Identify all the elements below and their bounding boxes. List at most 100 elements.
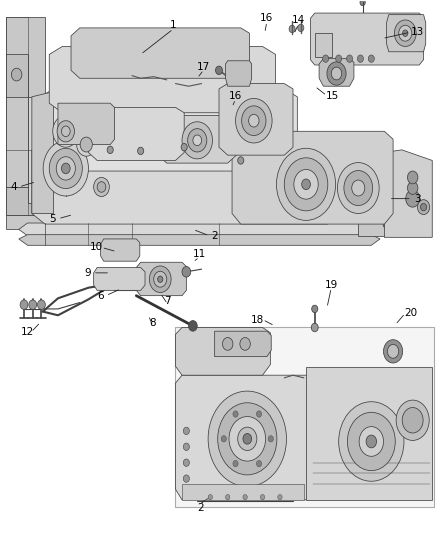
Circle shape: [366, 435, 377, 448]
Circle shape: [312, 305, 318, 313]
Circle shape: [182, 266, 191, 277]
Polygon shape: [19, 223, 393, 236]
Circle shape: [344, 171, 373, 206]
Circle shape: [236, 99, 272, 143]
Circle shape: [336, 55, 342, 62]
Circle shape: [233, 411, 238, 417]
Polygon shape: [219, 84, 293, 155]
Circle shape: [229, 417, 265, 461]
Polygon shape: [6, 187, 45, 215]
Circle shape: [302, 179, 311, 190]
Polygon shape: [6, 17, 28, 215]
Circle shape: [347, 413, 395, 471]
Circle shape: [184, 443, 189, 450]
Circle shape: [221, 435, 226, 442]
Circle shape: [208, 495, 212, 500]
Circle shape: [57, 120, 74, 142]
Circle shape: [327, 62, 346, 85]
Polygon shape: [28, 97, 45, 203]
Circle shape: [223, 337, 233, 350]
Circle shape: [138, 147, 144, 155]
Polygon shape: [6, 17, 45, 187]
Polygon shape: [41, 89, 297, 171]
Text: 14: 14: [292, 15, 305, 26]
Polygon shape: [71, 28, 250, 78]
Polygon shape: [226, 61, 252, 86]
Circle shape: [411, 220, 418, 228]
Circle shape: [43, 141, 88, 196]
Circle shape: [53, 115, 79, 147]
Circle shape: [80, 137, 92, 152]
Circle shape: [360, 0, 365, 6]
Circle shape: [407, 182, 418, 195]
Circle shape: [184, 427, 189, 434]
Circle shape: [260, 495, 265, 500]
Circle shape: [278, 495, 282, 500]
Circle shape: [11, 68, 22, 81]
Circle shape: [337, 163, 379, 214]
Polygon shape: [32, 92, 53, 214]
Circle shape: [240, 337, 251, 350]
Polygon shape: [176, 327, 434, 507]
Circle shape: [238, 427, 257, 450]
Circle shape: [94, 177, 110, 197]
Circle shape: [357, 55, 364, 62]
Circle shape: [107, 146, 113, 154]
Polygon shape: [94, 268, 145, 290]
Polygon shape: [315, 33, 332, 57]
Polygon shape: [358, 214, 424, 236]
Circle shape: [61, 126, 70, 136]
Circle shape: [368, 55, 374, 62]
Circle shape: [249, 114, 259, 127]
Circle shape: [331, 67, 342, 80]
Text: 12: 12: [21, 327, 34, 337]
Polygon shape: [182, 484, 304, 500]
Circle shape: [352, 180, 365, 196]
Circle shape: [29, 300, 37, 310]
Circle shape: [154, 271, 167, 287]
Polygon shape: [49, 46, 276, 113]
Polygon shape: [311, 13, 424, 65]
Circle shape: [243, 495, 247, 500]
Polygon shape: [88, 108, 184, 160]
Circle shape: [402, 408, 423, 433]
Text: 10: 10: [90, 243, 103, 253]
Circle shape: [188, 320, 197, 331]
Text: 1: 1: [170, 20, 177, 30]
Text: 9: 9: [84, 268, 91, 278]
Polygon shape: [232, 131, 393, 224]
Circle shape: [97, 182, 106, 192]
Circle shape: [394, 20, 416, 46]
Text: 16: 16: [260, 13, 273, 23]
Circle shape: [243, 433, 252, 444]
Circle shape: [289, 25, 295, 33]
Polygon shape: [32, 144, 341, 224]
Text: 18: 18: [251, 314, 264, 325]
Circle shape: [399, 25, 412, 41]
Circle shape: [218, 403, 277, 475]
Text: 6: 6: [97, 290, 104, 301]
Text: 19: 19: [325, 279, 338, 289]
Text: 3: 3: [414, 193, 420, 204]
Circle shape: [187, 128, 207, 152]
Circle shape: [182, 122, 212, 159]
Text: 4: 4: [10, 182, 17, 192]
Circle shape: [284, 158, 328, 211]
Circle shape: [226, 495, 230, 500]
Text: 2: 2: [198, 503, 204, 513]
Circle shape: [346, 55, 353, 62]
Polygon shape: [215, 331, 271, 357]
Text: 2: 2: [212, 231, 218, 241]
Text: 8: 8: [149, 318, 156, 328]
Circle shape: [149, 266, 171, 293]
Circle shape: [20, 300, 28, 310]
Circle shape: [56, 157, 75, 180]
Circle shape: [403, 30, 408, 36]
Polygon shape: [101, 239, 140, 261]
Circle shape: [420, 204, 427, 211]
Circle shape: [38, 300, 46, 310]
Circle shape: [215, 66, 223, 75]
Circle shape: [398, 220, 405, 228]
Circle shape: [359, 426, 384, 456]
Text: 13: 13: [410, 27, 424, 37]
